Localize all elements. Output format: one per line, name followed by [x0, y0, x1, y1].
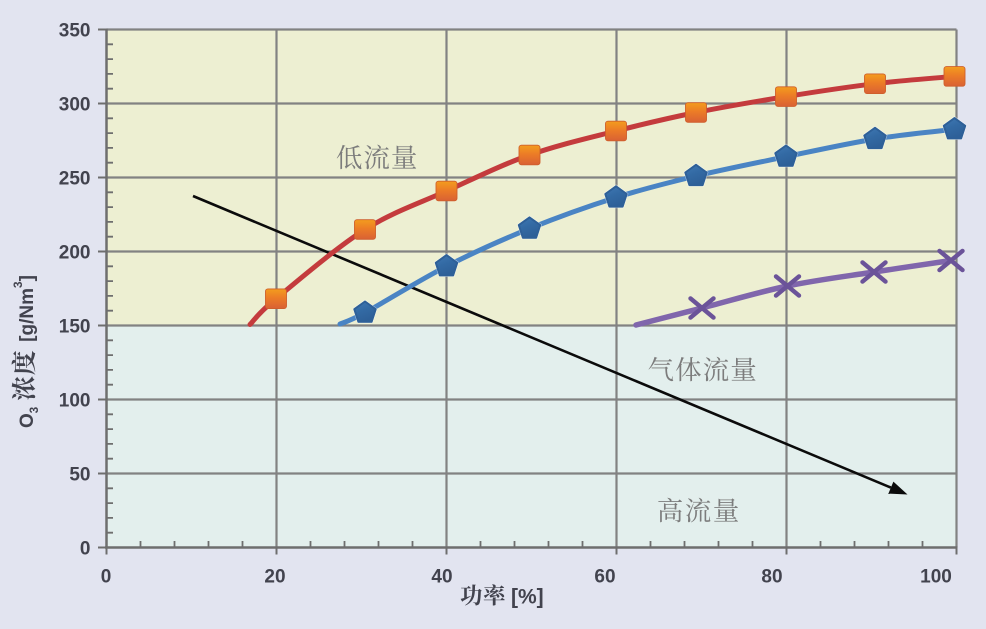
svg-text:[%]: [%]: [511, 586, 544, 609]
svg-text:100: 100: [59, 390, 91, 411]
svg-text:0: 0: [101, 567, 112, 588]
svg-text:0: 0: [80, 538, 91, 559]
svg-text:100: 100: [920, 567, 952, 588]
svg-text:150: 150: [59, 316, 91, 337]
svg-text:20: 20: [264, 567, 285, 588]
svg-text:300: 300: [59, 94, 91, 115]
svg-text:250: 250: [59, 168, 91, 189]
svg-text:350: 350: [59, 20, 91, 41]
svg-text:50: 50: [69, 464, 90, 485]
svg-text:80: 80: [761, 567, 782, 588]
svg-text:200: 200: [59, 242, 91, 263]
svg-text:60: 60: [594, 567, 615, 588]
svg-text:40: 40: [431, 567, 452, 588]
